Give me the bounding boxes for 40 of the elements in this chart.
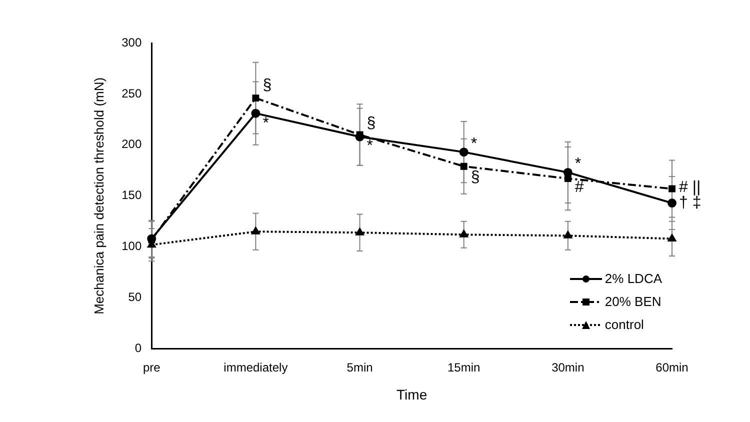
annotation: * [470, 135, 478, 152]
x-tick-label: pre [142, 360, 161, 374]
annotation: * [574, 156, 582, 173]
point [460, 230, 468, 238]
legend-label: control [604, 317, 644, 332]
point [252, 94, 260, 102]
annotation: § [366, 114, 376, 132]
y-tick-label: 150 [122, 188, 142, 202]
point [459, 148, 468, 157]
point [356, 228, 364, 236]
annotation: # || [679, 179, 701, 196]
x-tick-label: 60min [656, 360, 688, 374]
point [668, 198, 676, 208]
y-axis-title: Mechanica pain detection threshold (mN) [91, 77, 106, 314]
point [668, 185, 676, 192]
y-tick-label: 0 [134, 341, 142, 356]
x-tick-label: 5min [346, 360, 373, 374]
point [252, 227, 260, 234]
x-tick-label: immediately [224, 360, 288, 374]
point [668, 234, 676, 242]
annotation: § [470, 168, 480, 186]
y-tick-label: 100 [122, 239, 142, 254]
point [460, 162, 468, 170]
x-tick-label: 15min [448, 360, 480, 374]
point [564, 175, 572, 182]
x-axis-title: Time [396, 386, 428, 402]
x-tick-label: 30min [552, 360, 584, 374]
y-tick-label: 300 [122, 35, 142, 50]
point [564, 231, 572, 238]
annotation: § [262, 77, 272, 94]
legend-label: 20% BEN [604, 294, 662, 309]
annotation: * [366, 137, 374, 154]
y-tick-label: 50 [128, 290, 142, 304]
y-tick-label: 250 [122, 86, 142, 100]
annotation: † ‡ [679, 194, 702, 212]
annotation: * [262, 114, 269, 132]
legend-label: 2% LDCA [604, 271, 662, 286]
point [251, 108, 260, 118]
y-tick-label: 200 [122, 137, 142, 152]
annotation: # [574, 179, 584, 196]
